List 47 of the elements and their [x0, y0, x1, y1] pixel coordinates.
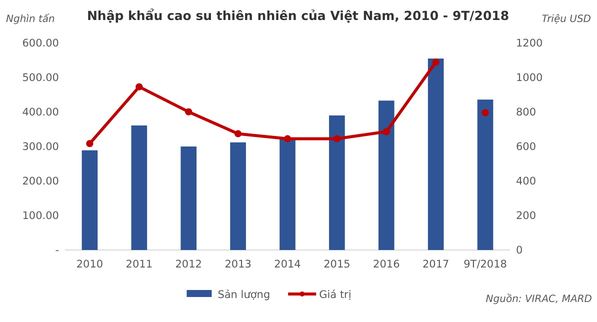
- text: Nguồn: VIRAC, MARD: [486, 293, 592, 305]
- legend-label: Sản lượng: [218, 289, 270, 301]
- y2-tick-label: 1000: [516, 72, 543, 84]
- y2-tick-label: 200: [516, 210, 536, 222]
- y-tick-label: -: [55, 244, 60, 256]
- y-tick-label: 200.00: [22, 175, 59, 188]
- y-axis-title: Nghìn tấn: [6, 13, 55, 25]
- point: [86, 140, 94, 148]
- y-tick-label: 500.00: [22, 72, 59, 84]
- bar: [329, 115, 345, 250]
- x-tick-label: 9T/2018: [464, 258, 507, 270]
- y-tick-label: 600.00: [22, 37, 59, 50]
- x-tick-label: 2014: [274, 258, 302, 270]
- y-tick-label: 100.00: [22, 210, 59, 222]
- legend-label: Giá trị: [319, 289, 352, 301]
- bar: [131, 125, 148, 250]
- x-tick-label: 2011: [126, 258, 153, 270]
- bar: [82, 150, 98, 250]
- point: [185, 108, 192, 116]
- bar: [477, 100, 494, 250]
- point: [234, 130, 242, 138]
- y-tick-label: 400.00: [22, 106, 59, 118]
- x-tick-label: 2016: [373, 258, 400, 270]
- bar: [378, 100, 394, 250]
- x-tick-label: 2012: [175, 258, 202, 270]
- y2-tick-label: 400: [516, 175, 536, 188]
- chart-title: Nhập khẩu cao su thiên nhiên của Việt Nam, 2010 - 9T/2018: [86, 8, 510, 23]
- point: [382, 128, 390, 136]
- y2-tick-label: 600: [516, 140, 536, 153]
- point: [482, 109, 489, 116]
- bar: [280, 138, 296, 250]
- y2-tick-label: 0: [516, 244, 523, 256]
- x-tick-label: 2015: [324, 258, 350, 270]
- point: [136, 83, 143, 90]
- point: [333, 135, 341, 142]
- x-tick-label: 2017: [422, 258, 450, 270]
- point: [284, 135, 292, 142]
- y2-tick-label: 800: [516, 106, 536, 118]
- y-tick-label: 300.00: [22, 140, 59, 153]
- bar: [230, 142, 246, 250]
- y2-axis-title: Triệu USD: [542, 14, 592, 25]
- x-tick-label: 2013: [224, 258, 252, 270]
- bar: [180, 146, 197, 250]
- x-tick-label: 2010: [76, 258, 104, 270]
- point: [432, 58, 440, 66]
- bar: [428, 58, 444, 250]
- y2-tick-label: 1200: [516, 37, 543, 50]
